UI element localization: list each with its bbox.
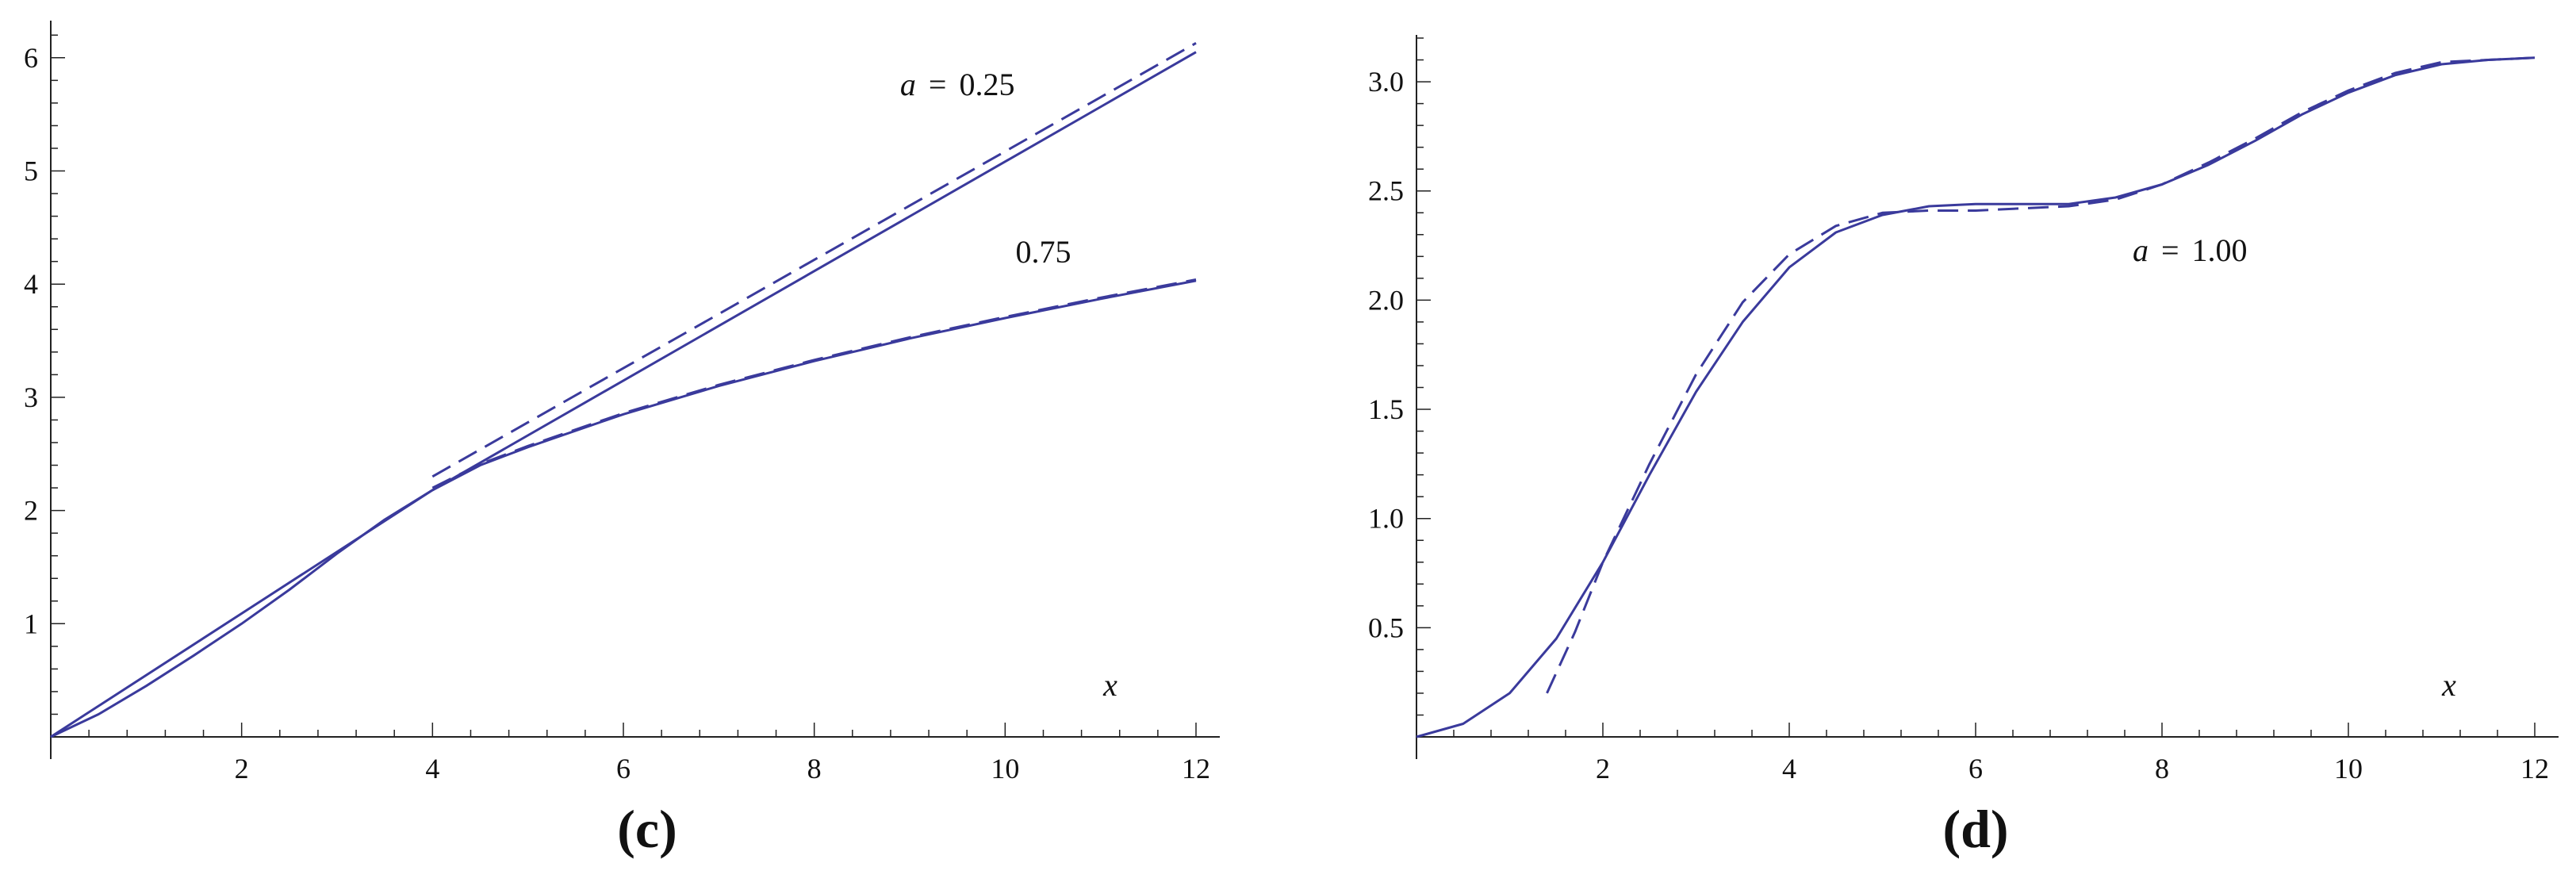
dashed-curve: [1546, 56, 2536, 694]
annotation-text: 0.75: [1015, 234, 1071, 270]
x-tick-label: 6: [1968, 753, 1983, 784]
y-tick-label: 3.0: [1368, 66, 1404, 98]
y-tick-label: 2: [24, 495, 38, 527]
curve-annotation: 0.75: [1015, 234, 1071, 270]
y-tick-label: 2.0: [1368, 284, 1404, 316]
curve-annotation: a = 0.25: [900, 67, 1015, 102]
annotation-text: 1.00: [2192, 232, 2248, 268]
annotation-text: 0.25: [959, 67, 1014, 102]
y-tick-label: 5: [24, 155, 38, 187]
y-tick-label: 1.5: [1368, 393, 1404, 425]
x-axis-label: x: [1102, 667, 1117, 703]
annotation-text: =: [2161, 232, 2179, 268]
panel-label: (d): [1942, 799, 2008, 859]
y-tick-label: 2.5: [1368, 175, 1404, 207]
x-tick-label: 6: [616, 753, 631, 784]
y-tick-label: 1.0: [1368, 503, 1404, 535]
y-tick-label: 1: [24, 608, 38, 639]
chart-panel-d: 2 4 6 8 10 12 0.5 1.0 1.5 2.0 2.5 3.0 x a = 1.00 (d): [1368, 35, 2559, 859]
x-tick-label: 12: [2520, 753, 2549, 784]
solid-curve: [50, 51, 1197, 738]
y-tick-label: 0.5: [1368, 612, 1404, 643]
y-tick-label: 4: [24, 268, 38, 300]
x-tick-label: 8: [807, 753, 822, 784]
y-tick-label: 3: [24, 382, 38, 413]
annotation-text: =: [929, 67, 947, 102]
panel-label: (c): [617, 799, 677, 859]
y-tick-label: 6: [24, 42, 38, 74]
x-tick-label: 10: [2334, 753, 2363, 784]
annotation-variable: a: [2133, 232, 2149, 268]
x-tick-label: 4: [1782, 753, 1796, 784]
x-tick-label: 4: [425, 753, 439, 784]
solid-curve: [1416, 56, 2536, 738]
x-axis-label: x: [2441, 667, 2456, 703]
x-tick-label: 2: [1596, 753, 1610, 784]
solid-curve: [50, 279, 1197, 738]
annotation-variable: a: [900, 67, 916, 102]
x-tick-label: 12: [1182, 753, 1210, 784]
x-tick-label: 2: [235, 753, 249, 784]
dashed-curve: [431, 41, 1197, 478]
x-tick-label: 8: [2155, 753, 2169, 784]
curve-annotation: a = 1.00: [2133, 232, 2248, 268]
x-tick-label: 10: [991, 753, 1019, 784]
dashed-curve: [431, 278, 1197, 489]
